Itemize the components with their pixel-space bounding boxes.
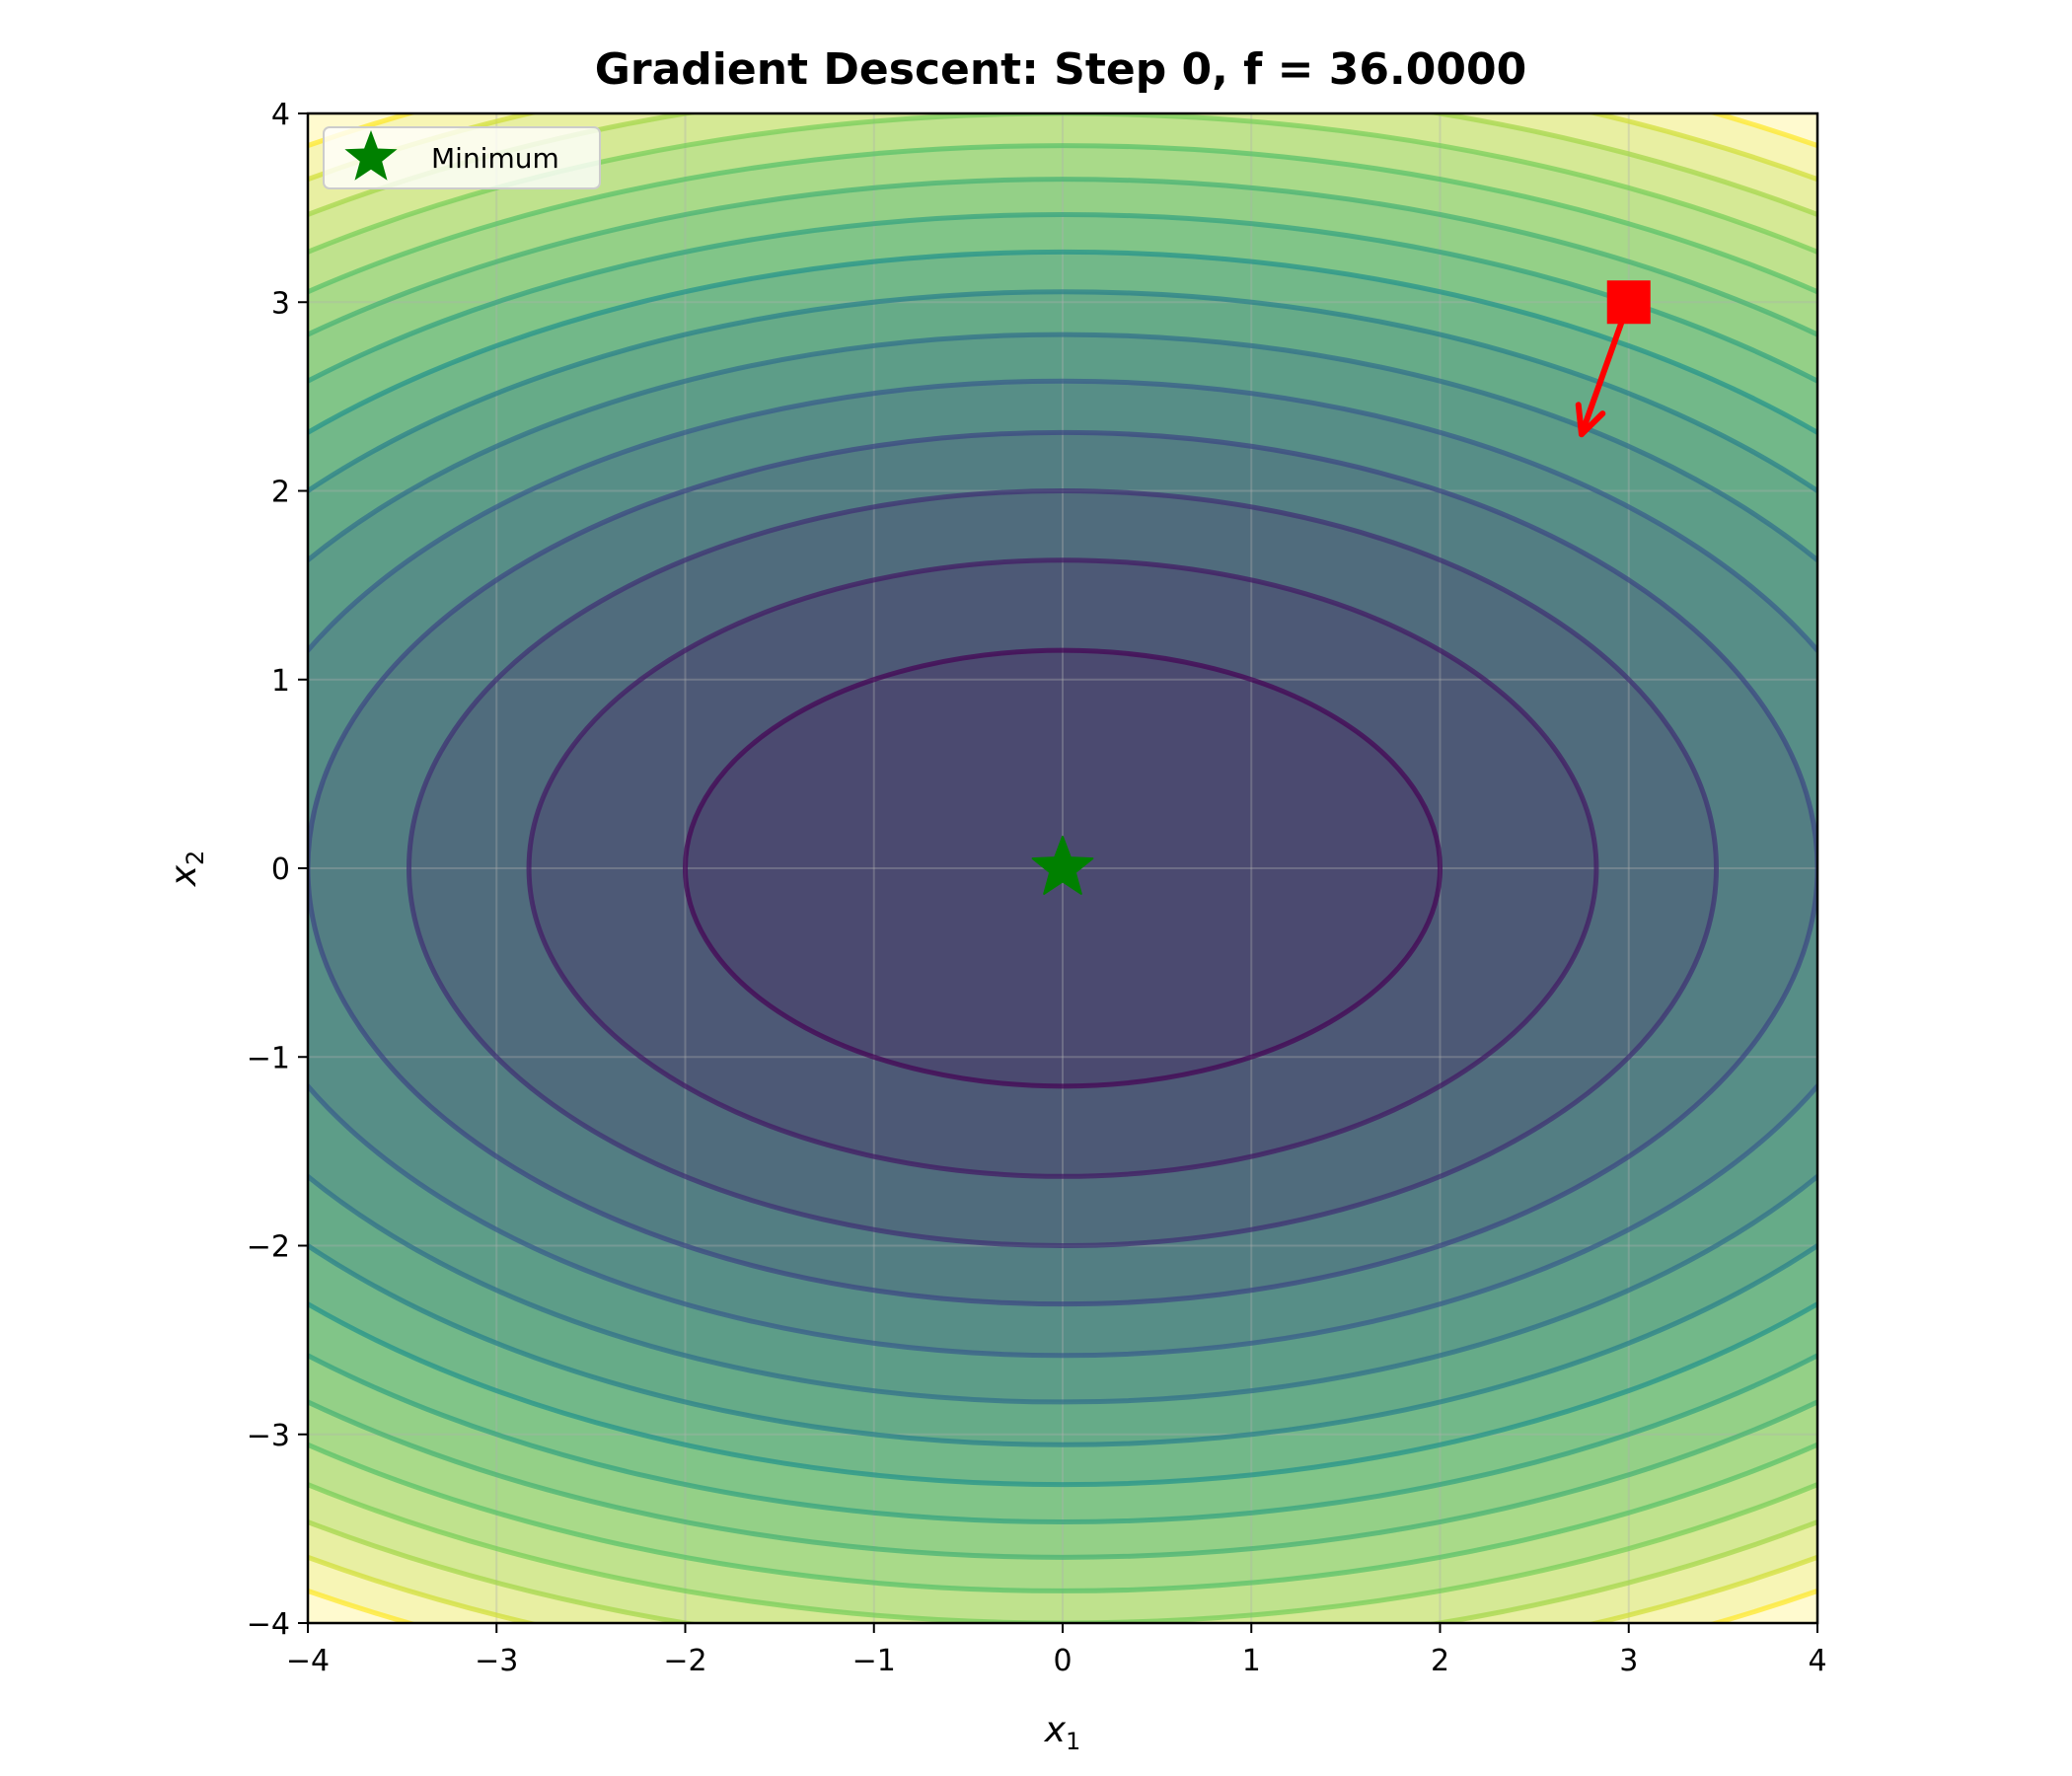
current-point-marker <box>1606 280 1651 325</box>
y-axis-label: x2 <box>164 851 209 888</box>
contour-line <box>683 647 1443 1089</box>
x-tick-label: 1 <box>1242 1644 1261 1678</box>
y-tick-label: −4 <box>247 1607 290 1642</box>
legend: Minimum <box>323 126 601 189</box>
legend-label-minimum: Minimum <box>431 142 559 175</box>
contour-line <box>308 177 1817 1560</box>
y-tick-label: −3 <box>247 1419 290 1453</box>
x-tick-label: 2 <box>1431 1644 1449 1678</box>
plot-area: −4 −3 −2 −1 0 1 2 3 4 −4 −3 −2 −1 0 1 2 3 4 <box>247 98 1827 1678</box>
y-axis-ticks: −4 −3 −2 −1 0 1 2 3 4 <box>247 98 308 1642</box>
y-tick-label: 3 <box>271 286 290 321</box>
x-tick-label: 4 <box>1808 1644 1826 1678</box>
contour-lines <box>308 113 1817 1623</box>
y-tick-label: −2 <box>247 1230 290 1265</box>
contour-line <box>308 212 1817 1524</box>
x-axis-label: x1 <box>1044 1710 1081 1755</box>
y-tick-label: 4 <box>271 98 290 132</box>
minimum-star-marker <box>1031 836 1094 895</box>
contour-line <box>308 289 1817 1447</box>
x-tick-label: −1 <box>852 1644 896 1678</box>
contour-line <box>308 378 1817 1359</box>
y-tick-label: 0 <box>271 852 290 887</box>
legend-star-icon <box>344 130 398 181</box>
contour-line <box>308 143 1817 1593</box>
contour-line <box>406 488 1720 1248</box>
y-tick-label: −1 <box>247 1041 290 1075</box>
contour-line <box>526 557 1599 1179</box>
contour-line <box>308 429 1817 1307</box>
gradient-step-arrow-shaft <box>1578 299 1632 438</box>
y-tick-label: 1 <box>271 664 290 699</box>
legend-box <box>323 126 601 189</box>
gradient-step-arrow-head <box>1575 402 1606 438</box>
x-tick-label: 3 <box>1619 1644 1638 1678</box>
chart-title: Gradient Descent: Step 0, f = 36.0000 <box>595 44 1526 95</box>
contour-line <box>308 250 1817 1487</box>
x-tick-label: −4 <box>286 1644 330 1678</box>
markers <box>1031 280 1651 895</box>
y-tick-label: 2 <box>271 476 290 510</box>
x-tick-label: −3 <box>475 1644 518 1678</box>
contour-line <box>308 332 1817 1405</box>
x-tick-label: 0 <box>1053 1644 1072 1678</box>
x-tick-label: −2 <box>663 1644 706 1678</box>
x-axis-ticks: −4 −3 −2 −1 0 1 2 3 4 <box>286 1623 1827 1678</box>
